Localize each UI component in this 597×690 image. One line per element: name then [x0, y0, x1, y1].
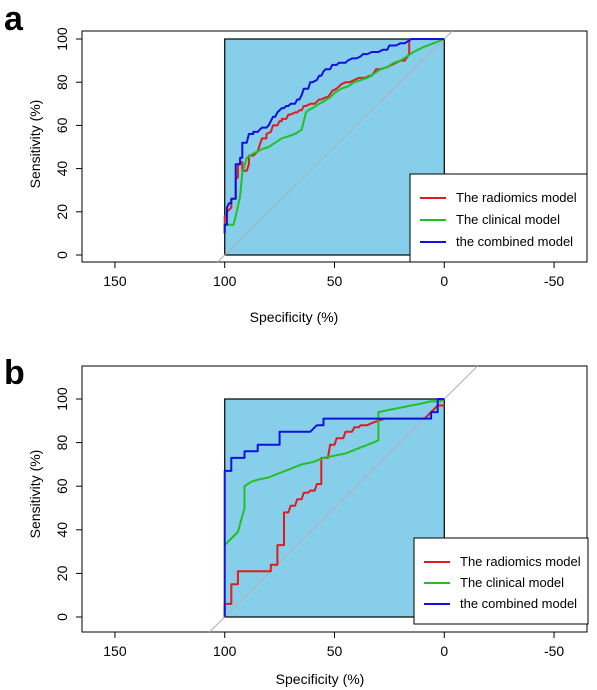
y-tick-label-b-20: 20: [54, 565, 70, 581]
x-tick-label-a-50: 50: [327, 273, 343, 289]
x-axis-label-a: Specificity (%): [250, 309, 339, 325]
legend-label-combined-a: the combined model: [456, 234, 573, 249]
y-tick-label-a-20: 20: [54, 204, 70, 220]
legend-a: The radiomics model The clinical model t…: [409, 173, 588, 263]
y-tick-label-b-80: 80: [54, 435, 70, 451]
x-tick-label-a--50: -50: [544, 273, 564, 289]
plot-area-a: 0 20 40 60 80 100 150 100 50 0 -50: [54, 27, 588, 289]
y-tick-label-b-40: 40: [54, 522, 70, 538]
chance-diagonal-a: [217, 30, 453, 263]
legend-label-clinical-a: The clinical model: [456, 212, 560, 227]
legend-label-clinical-b: The clinical model: [460, 575, 564, 590]
y-tick-label-b-100: 100: [54, 387, 70, 411]
x-tick-label-a-150: 150: [103, 273, 127, 289]
x-tick-label-b-100: 100: [213, 643, 237, 659]
x-tick-label-a-0: 0: [440, 273, 448, 289]
y-tick-label-a-100: 100: [54, 27, 70, 51]
panel-label-a: a: [4, 0, 24, 38]
legend-box-a: [409, 173, 588, 263]
y-tick-label-b-60: 60: [54, 478, 70, 494]
roc-curve-clinical-a: [223, 38, 445, 234]
roc-panel-a: a Specificity (%) Sensitivity (%) 0 20 40 6…: [4, 0, 588, 325]
x-tick-label-b-150: 150: [103, 643, 127, 659]
y-axis-label-a: Sensitivity (%): [27, 100, 43, 189]
legend-label-radiomics-a: The radiomics model: [456, 190, 577, 205]
y-tick-label-a-80: 80: [54, 74, 70, 90]
x-tick-label-b--50: -50: [544, 643, 564, 659]
legend-b: The radiomics model The clinical model t…: [413, 537, 589, 625]
roc-curve-clinical-b: [223, 398, 445, 546]
x-axis-label-b: Specificity (%): [276, 671, 365, 687]
y-tick-label-a-0: 0: [54, 251, 70, 259]
x-tick-label-a-100: 100: [213, 273, 237, 289]
y-tick-label-b-0: 0: [54, 613, 70, 621]
legend-label-radiomics-b: The radiomics model: [460, 554, 581, 569]
legend-box-b: [413, 537, 589, 625]
panel-label-b: b: [4, 354, 25, 392]
x-tick-label-b-0: 0: [440, 643, 448, 659]
roc-panel-b: b Specificity (%) Sensitivity (%) 0 20 40 6…: [4, 354, 589, 687]
legend-label-combined-b: the combined model: [460, 596, 577, 611]
y-axis-label-b: Sensitivity (%): [27, 450, 43, 539]
roc-curve-combined-b: [223, 398, 445, 617]
roc-curve-combined-a: [223, 38, 445, 234]
y-tick-label-a-40: 40: [54, 161, 70, 177]
y-tick-label-a-60: 60: [54, 117, 70, 133]
x-tick-label-b-50: 50: [327, 643, 343, 659]
